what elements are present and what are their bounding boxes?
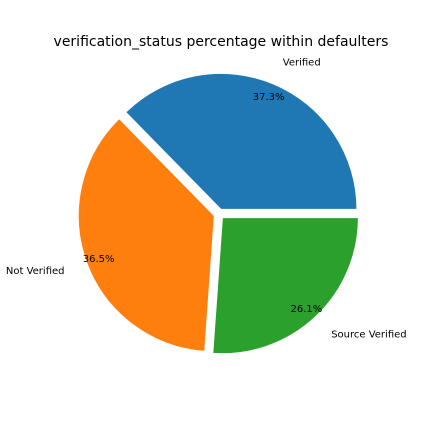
pie-slice-source-verified	[212, 217, 359, 355]
pie-slices	[77, 72, 359, 355]
pie-percent-label: 37.3%	[253, 92, 285, 103]
chart-title: verification_status percentage within de…	[54, 34, 389, 50]
pie-percent-label: 26.1%	[290, 304, 322, 315]
pie-labels: Verified 37.3% Not Verified 36.5% Source Ver…	[6, 57, 407, 340]
pie-label: Verified	[283, 57, 321, 68]
pie-percent-label: 36.5%	[83, 254, 115, 265]
pie-slice-not-verified	[77, 117, 215, 352]
pie-label: Not Verified	[6, 266, 65, 277]
pie-slice-verified	[125, 72, 358, 210]
pie-label: Source Verified	[331, 329, 406, 340]
